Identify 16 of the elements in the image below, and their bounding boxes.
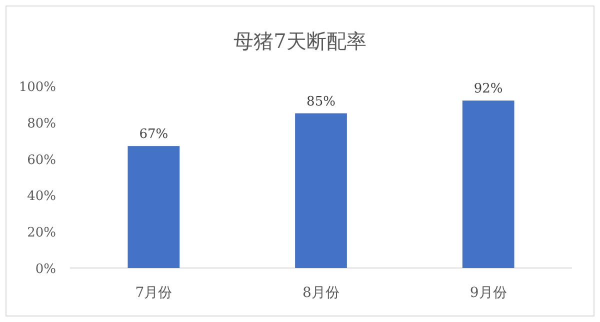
x-tick-label: 7月份 [135, 285, 172, 301]
data-label: 85% [306, 94, 336, 110]
y-tick-label: 80% [27, 116, 56, 132]
x-tick-label: 8月份 [302, 285, 340, 301]
y-tick-label: 20% [27, 226, 56, 241]
y-tick-label: 100% [18, 80, 56, 95]
bar [295, 113, 347, 268]
bar [462, 100, 514, 268]
y-tick-label: 40% [27, 189, 56, 204]
data-label: 92% [474, 82, 503, 97]
chart-title: 母猪7天断配率 [234, 29, 366, 53]
y-tick-label: 60% [27, 152, 56, 168]
x-tick-label: 9月份 [470, 285, 507, 301]
y-tick-label: 0% [35, 262, 56, 277]
data-label: 67% [139, 127, 168, 142]
bar [128, 146, 180, 268]
